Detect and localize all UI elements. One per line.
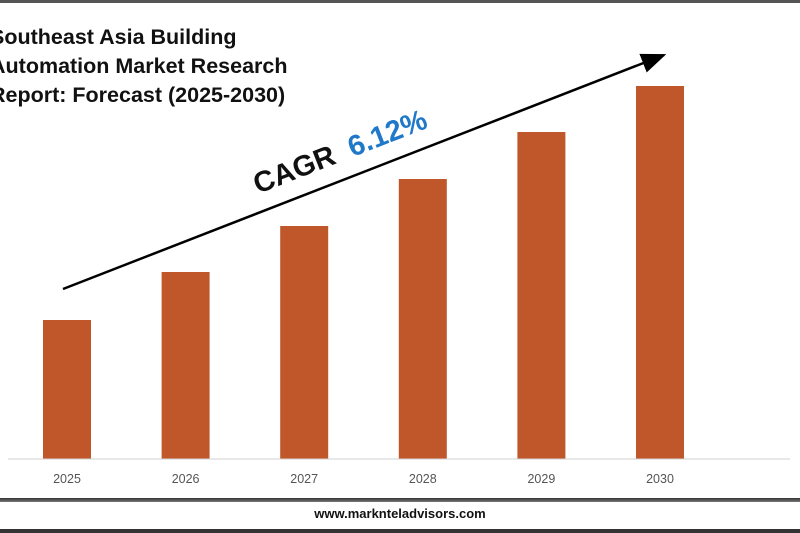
x-tick-label: 2027 <box>290 472 318 486</box>
x-tick-label: 2030 <box>646 472 674 486</box>
title-line: Southeast Asia Building <box>0 25 237 49</box>
chart-title: Southeast Asia Building Automation Marke… <box>0 23 290 110</box>
x-tick-label: 2026 <box>172 472 200 486</box>
footer-website[interactable]: www.marknteladvisors.com <box>314 506 486 521</box>
x-tick-label: 2029 <box>527 472 555 486</box>
growth-arrow <box>62 53 667 291</box>
x-tick-label: 2025 <box>53 472 81 486</box>
top-border <box>0 0 800 3</box>
title-line: Automation Market Research <box>0 54 288 78</box>
x-tick-label: 2028 <box>409 472 437 486</box>
bar-chart: 2025 2026 2027 2028 2029 2030 CAGR 6.12% <box>8 53 790 486</box>
bottom-border <box>0 529 800 533</box>
title-line: Report: Forecast (2025-2030) <box>0 83 286 107</box>
bar-2025 <box>43 320 91 459</box>
cagr-value: 6.12% <box>343 104 431 164</box>
bar-2029 <box>517 132 566 459</box>
bar-2026 <box>161 272 210 459</box>
bar-2030 <box>636 86 684 459</box>
bar-2028 <box>398 179 447 459</box>
footer-divider <box>0 498 800 502</box>
cagr-label: CAGR <box>249 140 340 201</box>
bar-2027 <box>280 226 329 459</box>
